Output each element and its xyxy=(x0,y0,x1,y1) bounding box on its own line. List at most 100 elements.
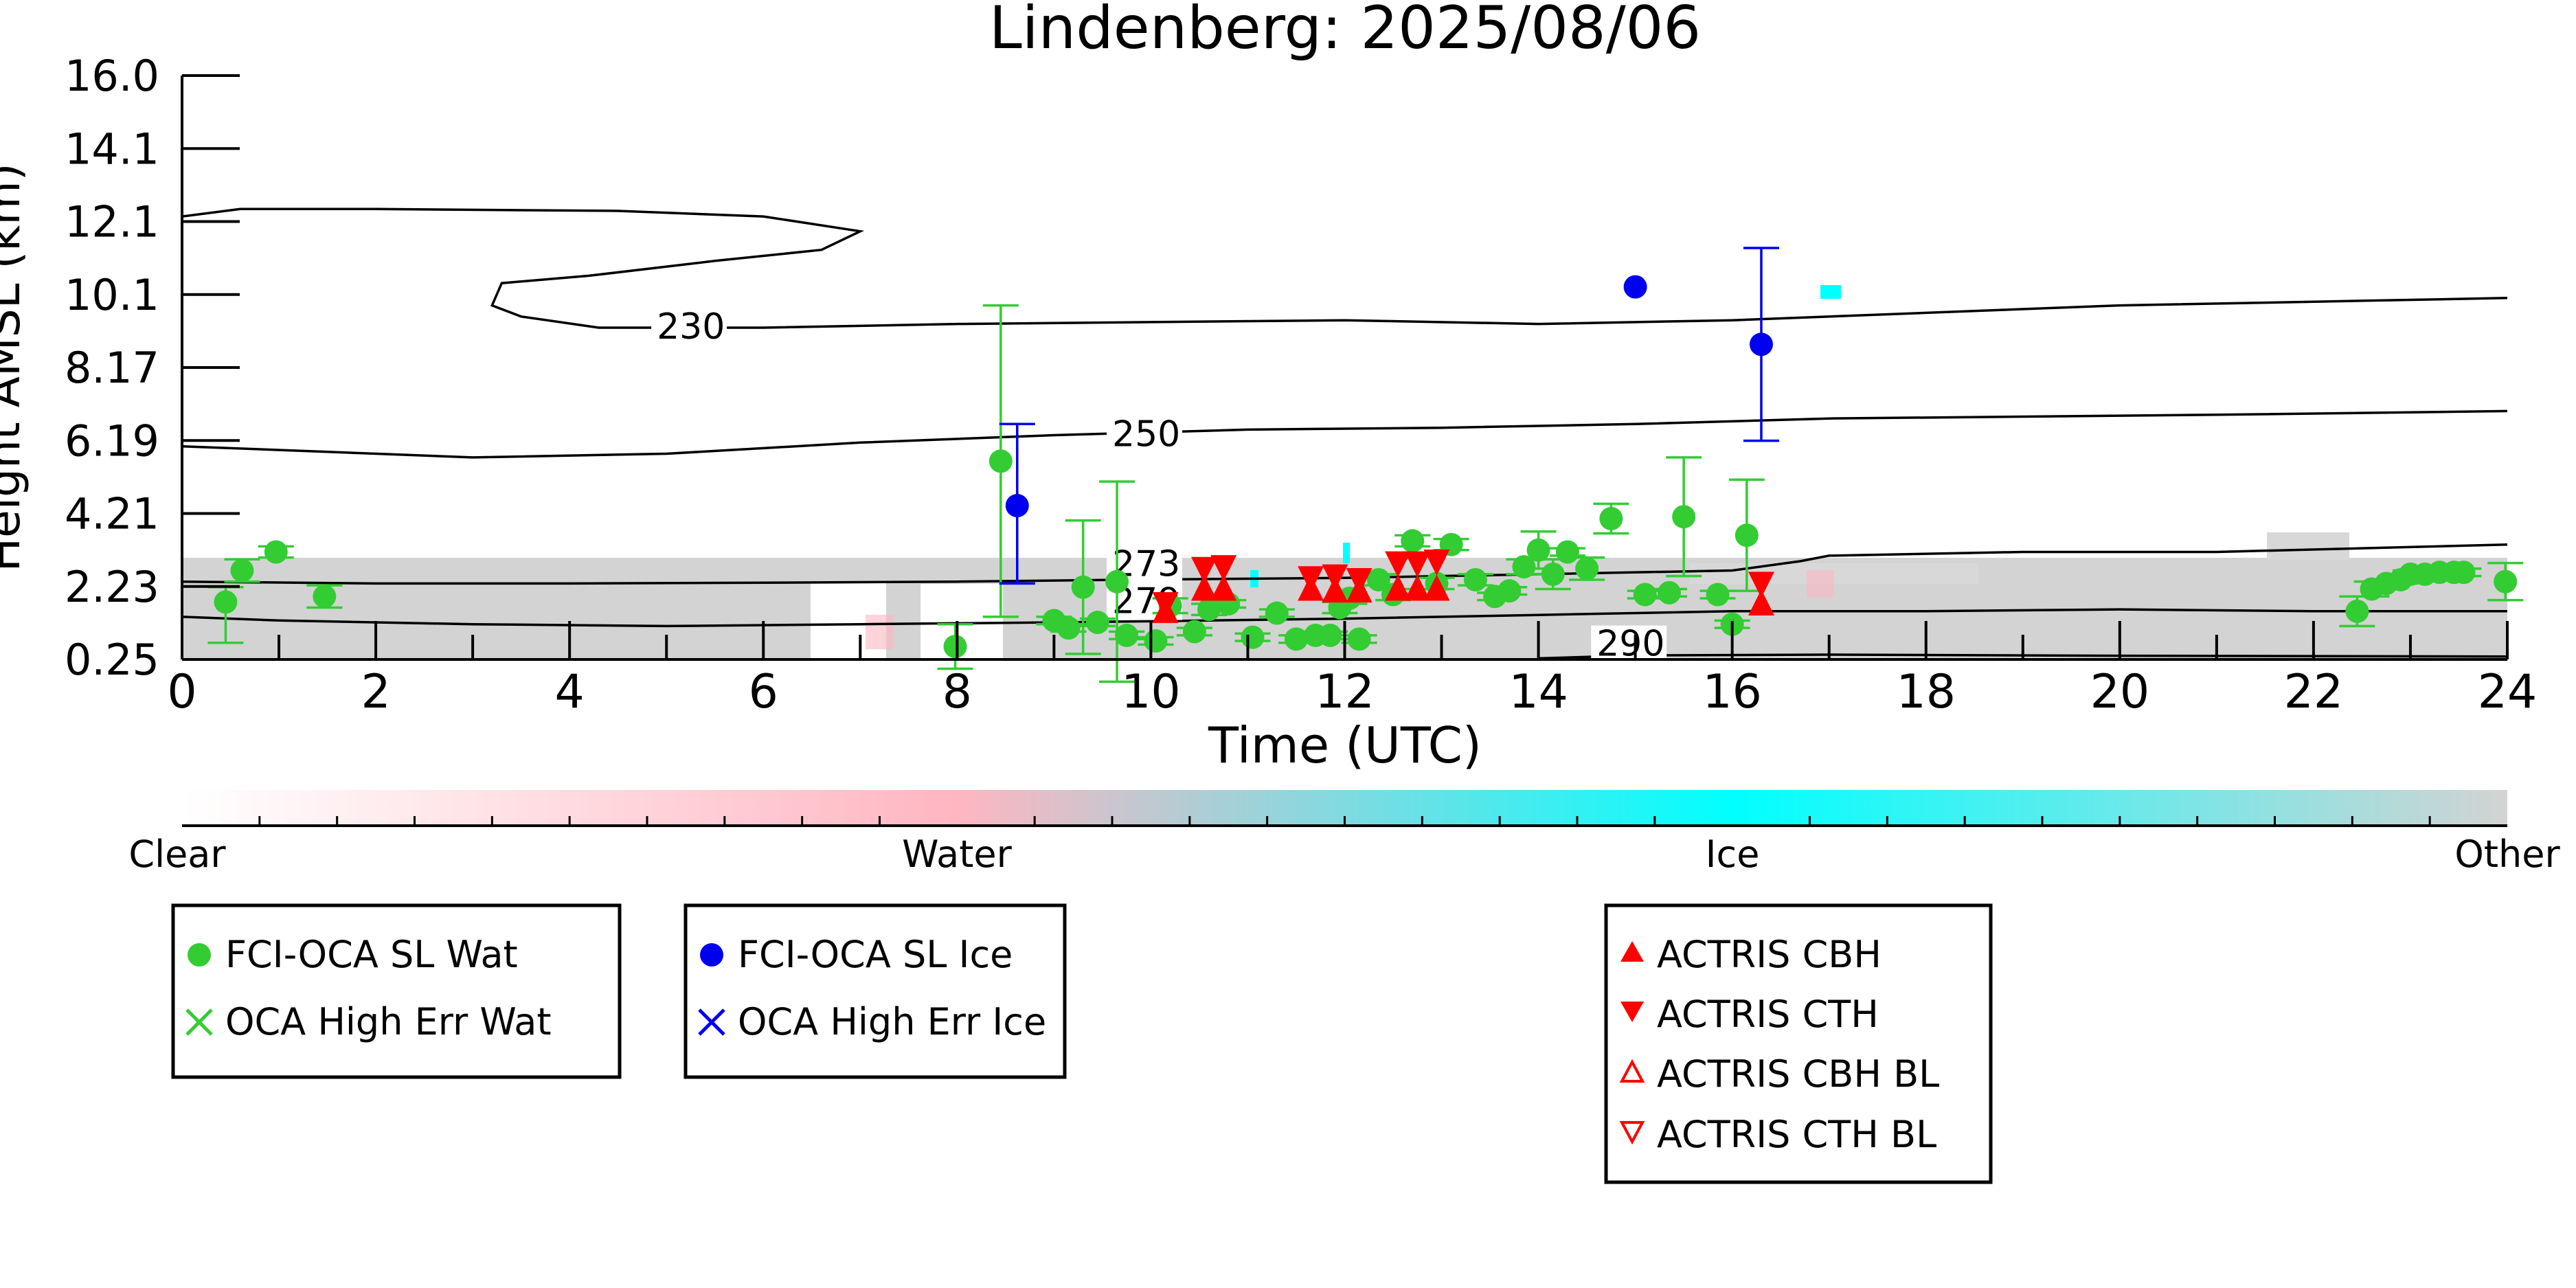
x-axis-label: Time (UTC) xyxy=(1208,716,1482,774)
data-point xyxy=(1541,562,1565,586)
data-point xyxy=(1284,627,1308,651)
legend-marker-triangle-down xyxy=(1620,1002,1644,1022)
contour-label-bg xyxy=(651,308,727,346)
data-point xyxy=(1265,601,1289,625)
data-point-triangle-down xyxy=(1423,549,1450,576)
data-point xyxy=(1633,583,1657,607)
data-point xyxy=(1672,505,1696,529)
contour-line xyxy=(182,409,2507,459)
data-point xyxy=(1005,494,1029,518)
data-point xyxy=(214,590,238,614)
colorbar-label-other: Other xyxy=(2454,833,2560,876)
data-point xyxy=(1144,629,1168,653)
x-tick-label: 10 xyxy=(1121,665,1181,719)
legend-label: ACTRIS CTH BL xyxy=(1657,1113,1936,1156)
legend-marker-circle xyxy=(188,943,211,967)
contour-label: 230 xyxy=(657,306,725,348)
data-point xyxy=(1512,555,1536,579)
x-tick-label: 16 xyxy=(1702,665,1762,719)
data-point xyxy=(1526,538,1550,562)
colorbar-label-ice: Ice xyxy=(1706,833,1760,876)
data-point-triangle-down xyxy=(1385,551,1412,578)
data-point xyxy=(264,540,288,564)
data-point xyxy=(1657,580,1681,605)
data-point xyxy=(1115,623,1139,647)
legend-marker-triangle-up xyxy=(1620,941,1644,962)
x-tick-label: 12 xyxy=(1315,665,1375,719)
data-point xyxy=(2494,569,2518,594)
x-tick-label: 6 xyxy=(749,665,778,719)
data-point xyxy=(1575,556,1599,580)
legend-label: OCA High Err Ice xyxy=(738,1000,1046,1043)
data-point xyxy=(1498,579,1522,603)
contour-label: 290 xyxy=(1596,624,1664,665)
y-tick-label: 0.25 xyxy=(65,635,159,685)
data-point xyxy=(1735,523,1759,547)
data-point xyxy=(1366,567,1390,591)
y-tick-label: 6.19 xyxy=(65,416,159,466)
data-point xyxy=(1071,575,1095,599)
data-point xyxy=(1623,275,1647,299)
y-tick-label: 2.23 xyxy=(65,562,159,612)
contour-line xyxy=(182,608,2507,628)
legend-marker-x xyxy=(698,1008,725,1036)
colorbar-label-water: Water xyxy=(902,833,1012,876)
colorbar: Clear Water Ice Other xyxy=(128,790,2560,876)
legend-label: ACTRIS CTH xyxy=(1657,993,1879,1036)
data-point xyxy=(1463,567,1487,591)
data-point xyxy=(2345,599,2369,623)
y-tick-label: 8.17 xyxy=(65,343,159,393)
data-point xyxy=(1105,569,1129,594)
legend-marker-circle xyxy=(700,943,723,967)
legend-label: FCI-OCA SL Ice xyxy=(738,933,1013,976)
legend-water: FCI-OCA SL Wat OCA High Err Wat xyxy=(171,903,622,1079)
x-tick-label: 22 xyxy=(2284,665,2344,719)
data-point xyxy=(943,635,967,659)
y-tick-label: 16.0 xyxy=(65,51,159,101)
y-axis-ticks: 0.25 2.23 4.21 6.19 8.17 10.1 12.1 14.1 16.0 xyxy=(65,51,240,685)
legend-label: OCA High Err Wat xyxy=(225,1000,552,1043)
data-point-triangle-down xyxy=(1190,556,1217,583)
colorbar-label-clear: Clear xyxy=(128,833,226,876)
x-tick-label: 20 xyxy=(2090,665,2150,719)
x-tick-label: 24 xyxy=(2478,665,2538,719)
data-point-triangle-up xyxy=(1404,574,1431,601)
contour-label: 250 xyxy=(1112,414,1180,455)
legend-marker-triangle-up-open xyxy=(1619,1059,1645,1083)
y-tick-label: 14.1 xyxy=(65,124,159,174)
x-tick-label: 14 xyxy=(1509,665,1568,719)
x-tick-label: 2 xyxy=(361,665,390,719)
data-point xyxy=(1401,529,1425,553)
y-tick-label: 4.21 xyxy=(65,489,159,539)
data-point-triangle-up xyxy=(1748,589,1774,616)
data-point-triangle-up xyxy=(1423,574,1450,601)
legend-label: FCI-OCA SL Wat xyxy=(225,933,518,976)
data-point-triangle-down xyxy=(1210,555,1237,582)
data-point xyxy=(313,585,337,609)
legend-ice: FCI-OCA SL Ice OCA High Err Ice xyxy=(683,903,1067,1079)
legend-actris: ACTRIS CBH ACTRIS CTH ACTRIS CBH BL ACTR… xyxy=(1604,903,1993,1184)
x-tick-label: 8 xyxy=(942,665,972,719)
data-point xyxy=(1197,598,1221,622)
data-point xyxy=(1347,627,1371,651)
y-tick-label: 10.1 xyxy=(65,270,159,320)
data-point xyxy=(230,558,254,583)
x-tick-label: 4 xyxy=(555,665,585,719)
data-point-triangle-up xyxy=(1210,574,1237,601)
data-point xyxy=(1318,623,1342,647)
legend-marker-triangle-down-open xyxy=(1619,1121,1645,1145)
legend-label: ACTRIS CBH BL xyxy=(1657,1052,1939,1096)
data-point xyxy=(1706,583,1730,607)
data-point-triangle-down xyxy=(1298,566,1324,593)
legend-marker-x xyxy=(185,1008,213,1036)
data-point xyxy=(1241,625,1265,649)
y-tick-label: 12.1 xyxy=(65,197,159,247)
data-point xyxy=(1749,332,1773,357)
data-point xyxy=(1085,611,1109,635)
data-point-triangle-down xyxy=(1152,592,1179,619)
data-point-triangle-up xyxy=(1190,574,1217,601)
y-axis-label: Height AMSL (km) xyxy=(0,163,30,572)
x-axis-ticks: 0 2 4 6 8 10 12 14 16 18 20 22 24 xyxy=(167,621,2537,719)
data-point xyxy=(1555,540,1579,564)
